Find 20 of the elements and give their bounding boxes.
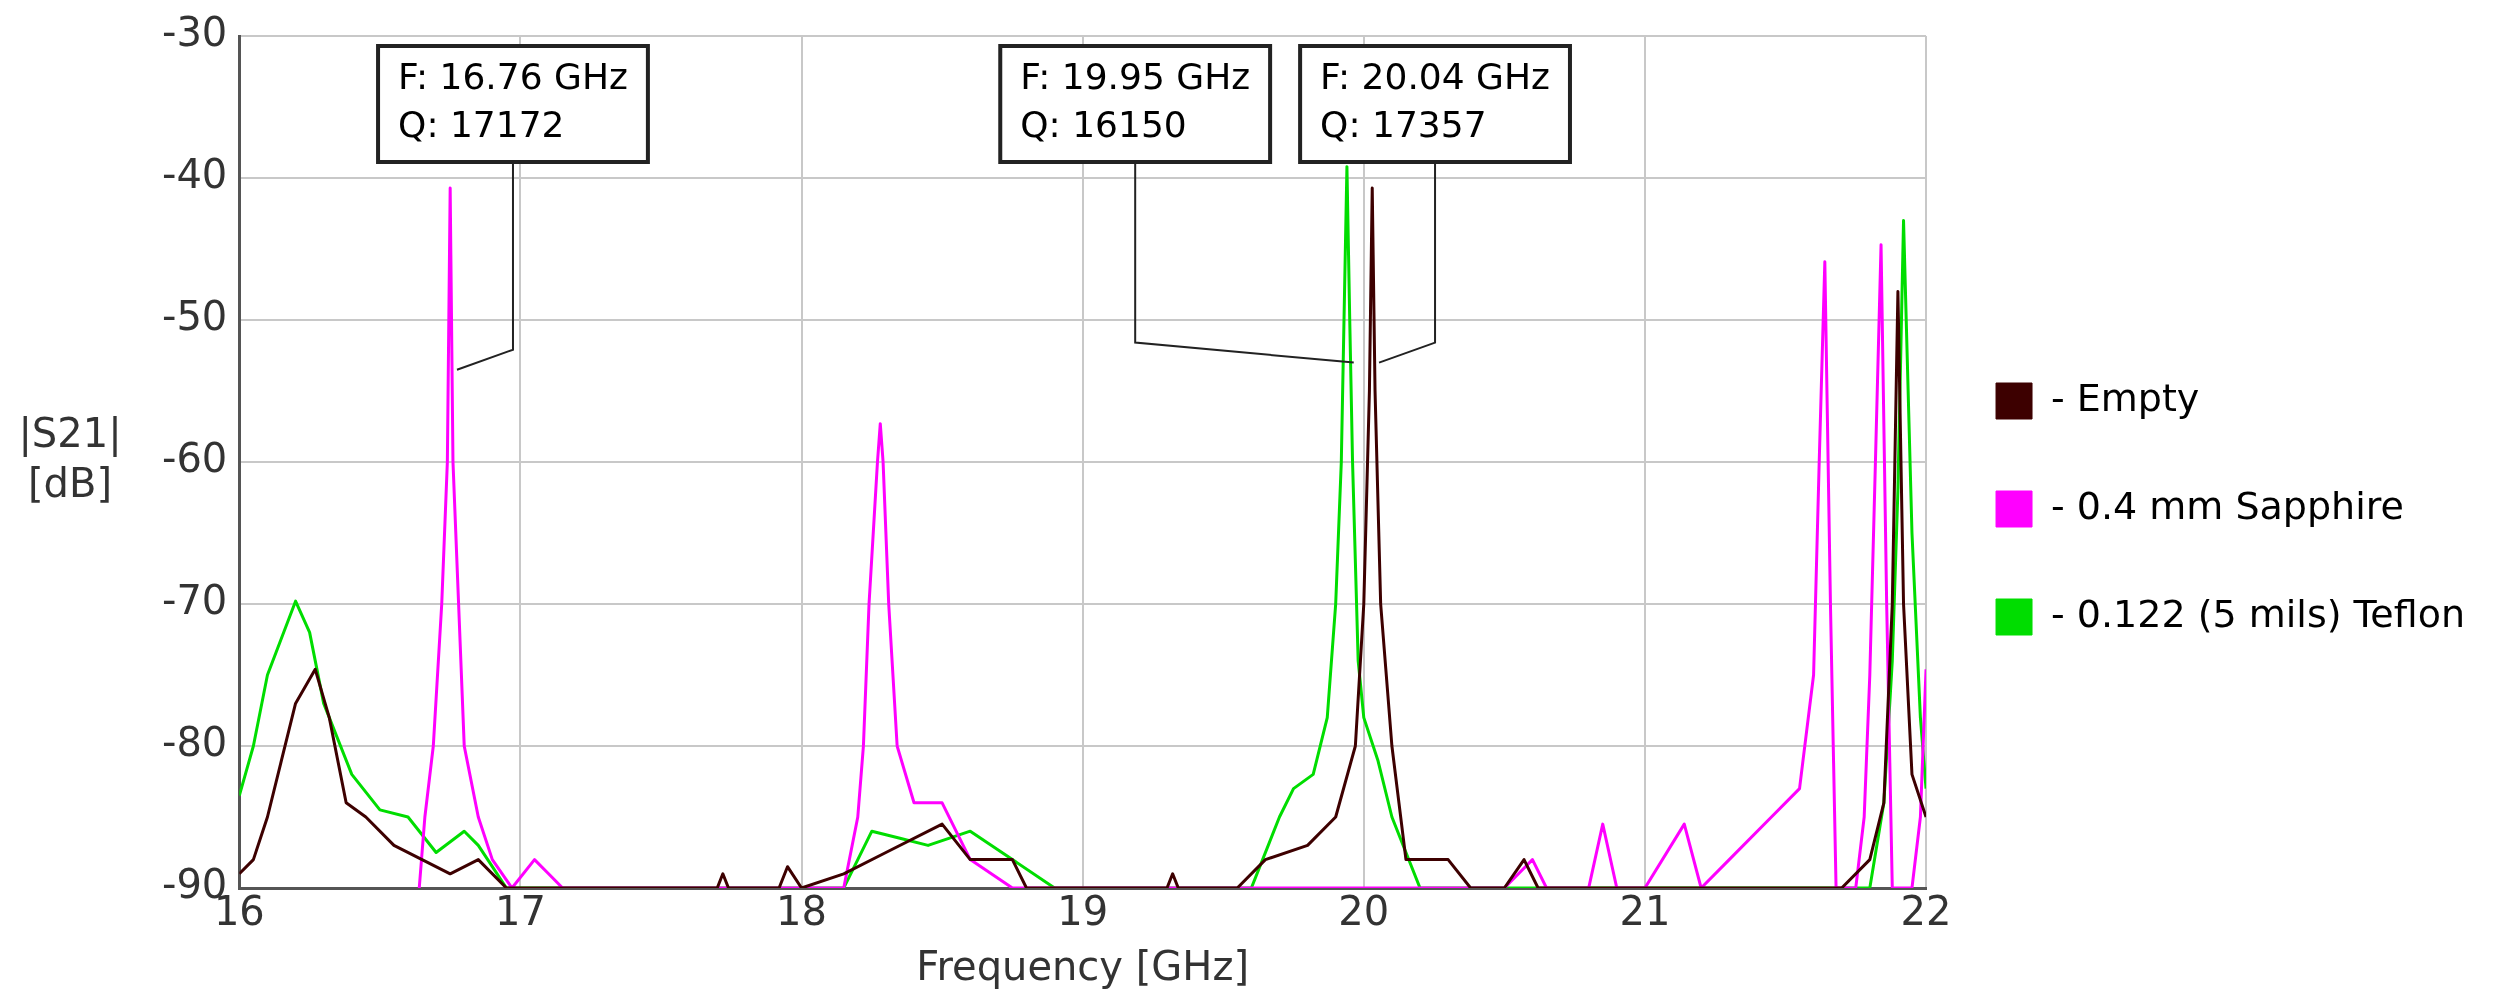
y-tick-label: -60	[161, 435, 228, 482]
y-tick-label: -40	[161, 151, 228, 198]
annotation: F: 16.76 GHz Q: 17172	[398, 56, 628, 146]
legend-label: - 0.122 (5 mils) Teflon	[2051, 591, 2466, 636]
x-tick-label: 20	[1338, 888, 1390, 935]
y-tick-label: -80	[161, 719, 228, 766]
legend-label: - 0.4 mm Sapphire	[2051, 483, 2404, 528]
annotation: F: 19.95 GHz Q: 16150	[1020, 56, 1251, 146]
x-tick-label: 18	[776, 888, 828, 935]
x-tick-label: 22	[1900, 888, 1952, 935]
y-tick-label: -70	[161, 577, 228, 624]
y-tick-label: -50	[161, 293, 228, 340]
y-axis-title: |S21| [dB]	[18, 410, 122, 507]
x-axis-title: Frequency [GHz]	[916, 943, 1249, 990]
legend-label: - Empty	[2051, 375, 2200, 420]
x-tick-label: 21	[1619, 888, 1671, 935]
x-tick-label: 19	[1057, 888, 1109, 935]
annotation: F: 20.04 GHz Q: 17357	[1320, 56, 1550, 146]
y-tick-label: -30	[161, 9, 228, 56]
x-tick-label: 17	[494, 888, 546, 935]
